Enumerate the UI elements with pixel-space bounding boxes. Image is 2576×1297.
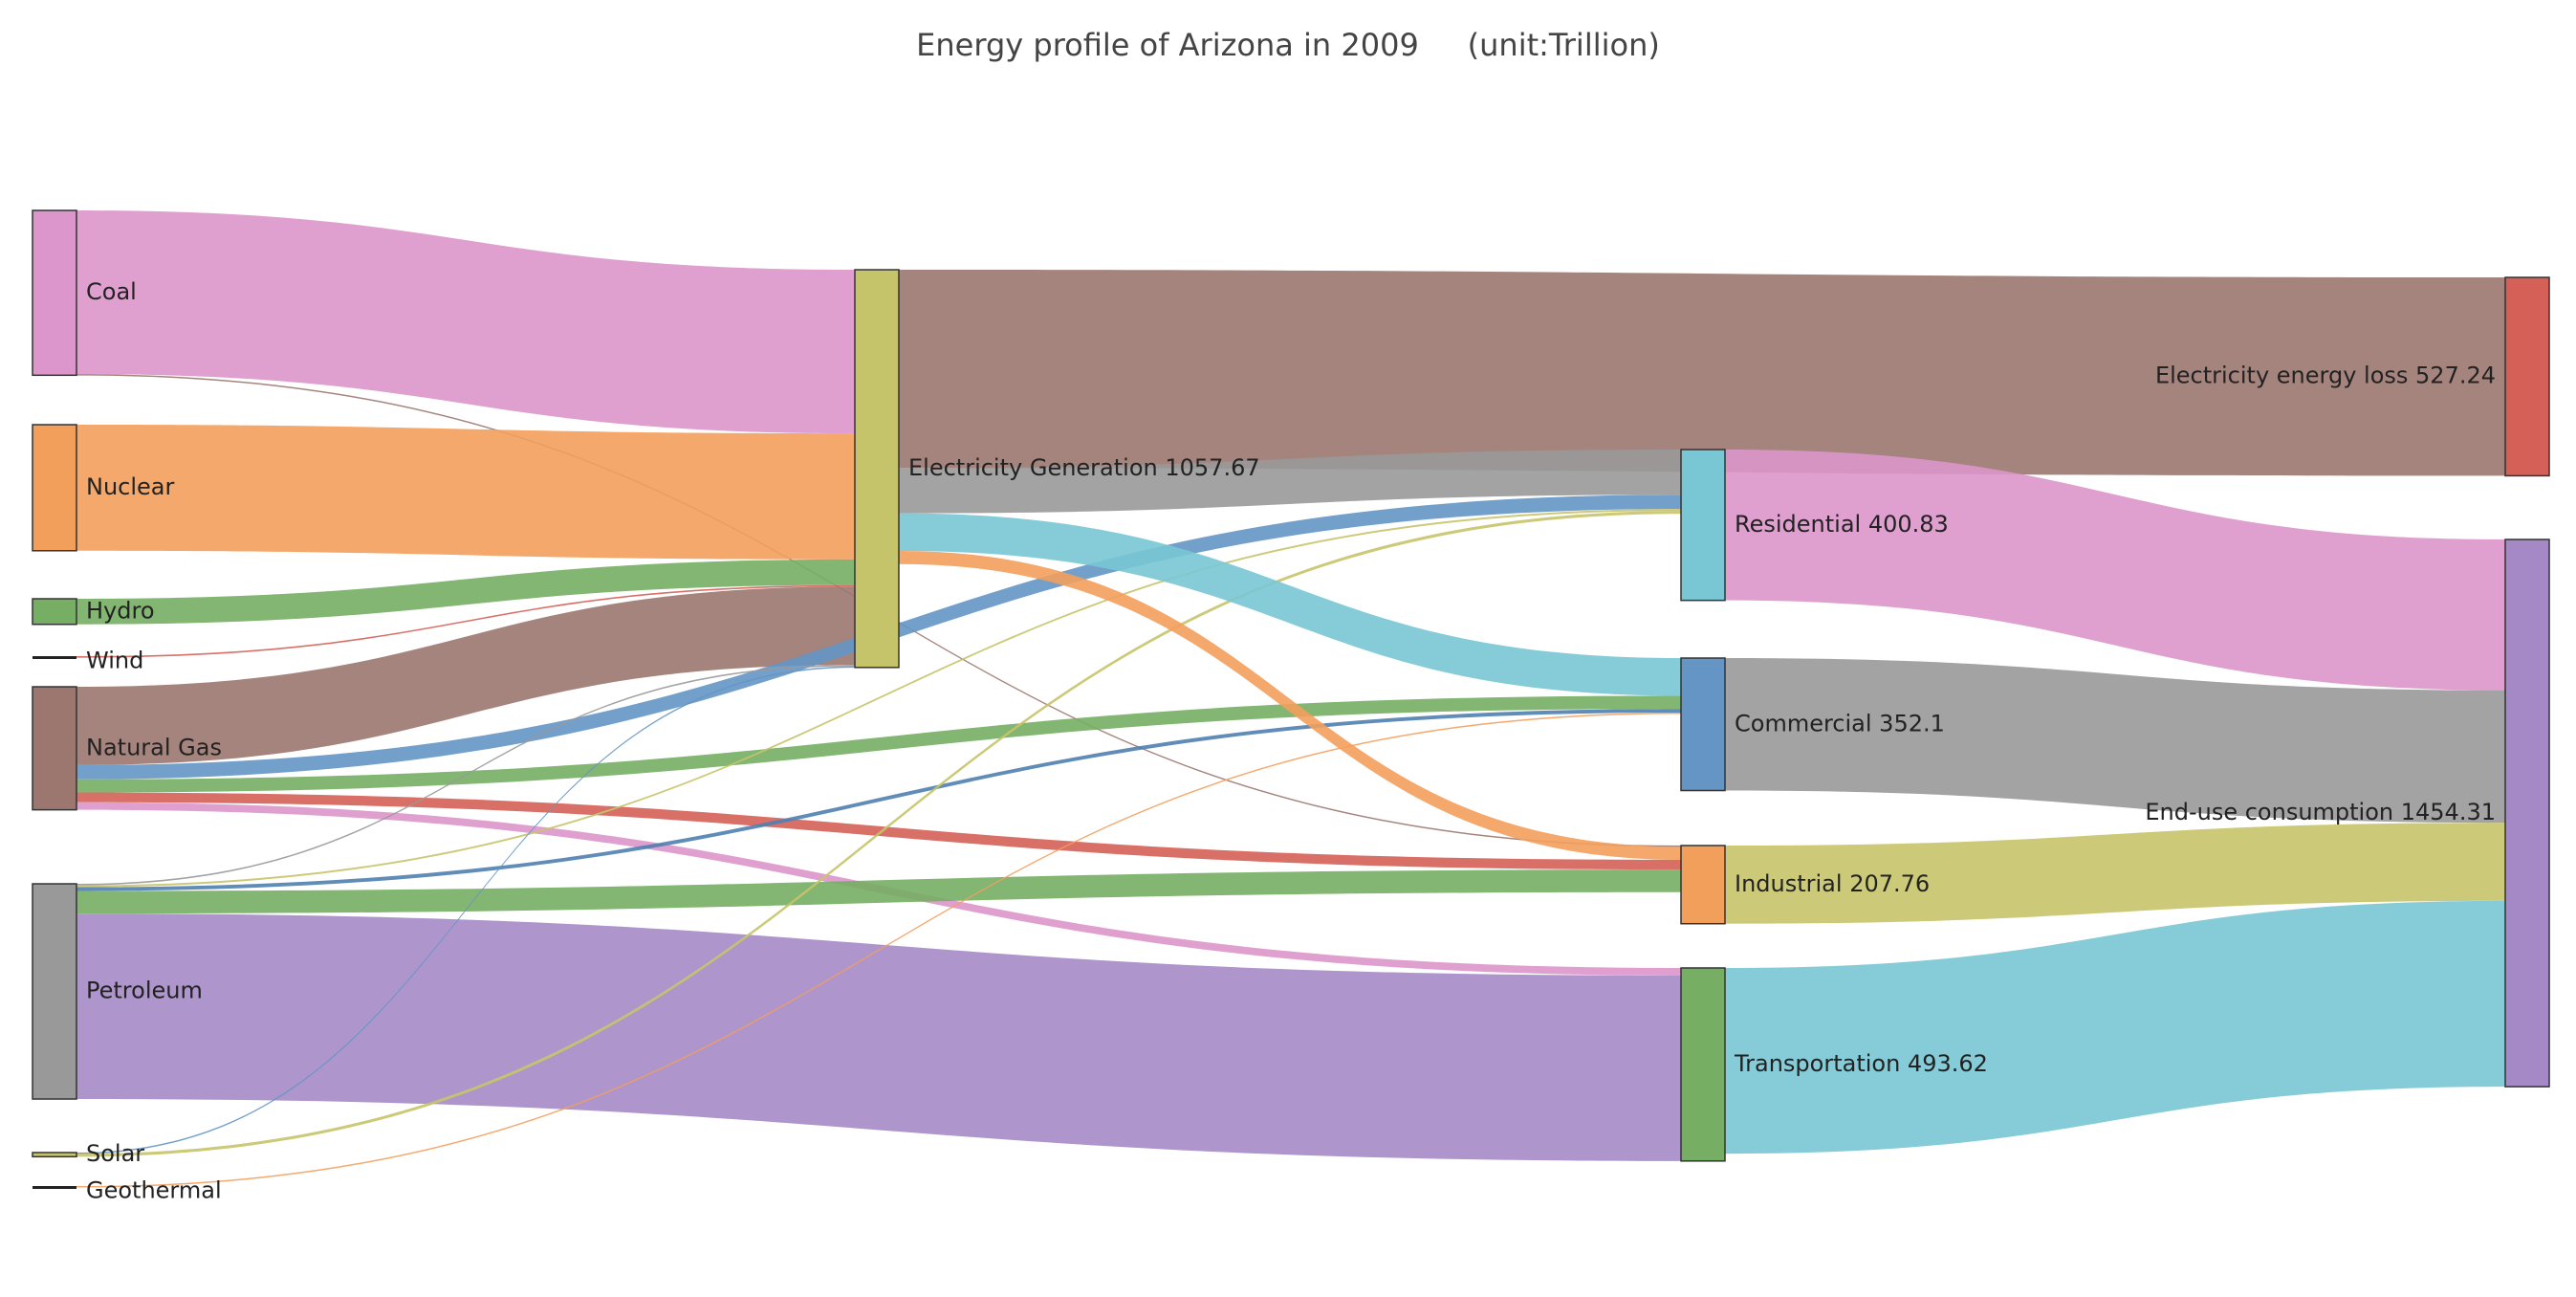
link-petroleum-to-residential[interactable] <box>76 509 1681 888</box>
node-solar[interactable] <box>32 1152 77 1158</box>
link-transport-to-enduse[interactable] <box>1725 900 2505 1154</box>
link-residential-to-enduse[interactable] <box>1725 450 2505 691</box>
link-solar-to-residential[interactable] <box>76 511 1681 1157</box>
node-gas[interactable] <box>32 686 77 811</box>
node-loss[interactable] <box>2504 276 2550 477</box>
node-label-nuclear: Nuclear <box>86 473 175 500</box>
link-petroleum-to-industrial[interactable] <box>76 869 1681 914</box>
link-elec-to-commercial[interactable] <box>899 513 1681 696</box>
chart-title: Energy profile of Arizona in 2009 (unit:… <box>916 27 1660 63</box>
node-label-loss: Electricity energy loss 527.24 <box>2155 363 2496 389</box>
labels-layer: Coal Nuclear Hydro Wind Natural Gas Petroleum… <box>86 278 2496 1203</box>
nodes-layer <box>32 209 2550 1189</box>
link-geothermal-to-commercial[interactable] <box>76 713 1681 1188</box>
node-hydro[interactable] <box>32 598 77 626</box>
node-label-solar: Solar <box>86 1140 144 1167</box>
node-label-gas: Natural Gas <box>86 734 222 760</box>
node-label-elec: Electricity Generation 1057.67 <box>908 454 1260 481</box>
link-elec-to-industrial[interactable] <box>899 550 1681 860</box>
link-solar-to-elec[interactable] <box>76 666 855 1154</box>
node-label-coal: Coal <box>86 278 137 305</box>
node-nuclear[interactable] <box>32 424 77 552</box>
link-petroleum-to-commercial[interactable] <box>76 709 1681 891</box>
node-petroleum[interactable] <box>32 883 77 1100</box>
link-petroleum-to-transport[interactable] <box>76 913 1681 1161</box>
link-hydro-to-elec[interactable] <box>76 559 855 625</box>
node-label-residential: Residential 400.83 <box>1735 511 1949 538</box>
node-label-geothermal: Geothermal <box>86 1177 222 1204</box>
node-label-transport: Transportation 493.62 <box>1734 1050 1988 1077</box>
node-commercial[interactable] <box>1680 657 1726 792</box>
link-commercial-to-enduse[interactable] <box>1725 658 2505 824</box>
node-enduse[interactable] <box>2504 539 2550 1088</box>
links-layer <box>76 210 2505 1188</box>
node-label-enduse: End-use consumption 1454.31 <box>2145 799 2496 825</box>
node-label-industrial: Industrial 207.76 <box>1735 870 1930 897</box>
link-petroleum-to-elec[interactable] <box>76 665 855 886</box>
link-wind-to-elec[interactable] <box>76 584 855 658</box>
link-gas-to-industrial[interactable] <box>76 792 1681 870</box>
node-label-hydro: Hydro <box>86 597 155 624</box>
link-gas-to-elec[interactable] <box>76 586 855 765</box>
node-wind[interactable] <box>33 656 76 659</box>
link-coal-to-elec[interactable] <box>76 210 855 434</box>
link-nuclear-to-elec[interactable] <box>76 425 855 560</box>
node-coal[interactable] <box>32 209 77 377</box>
node-label-wind: Wind <box>86 648 143 674</box>
link-industrial-to-enduse[interactable] <box>1725 823 2505 924</box>
node-label-commercial: Commercial 352.1 <box>1735 710 1945 736</box>
node-transport[interactable] <box>1680 967 1726 1162</box>
link-gas-to-commercial[interactable] <box>76 695 1681 793</box>
node-residential[interactable] <box>1680 449 1726 602</box>
link-elec-to-loss[interactable] <box>899 270 2505 476</box>
node-elec[interactable] <box>854 269 900 669</box>
node-geothermal[interactable] <box>33 1186 76 1189</box>
node-industrial[interactable] <box>1680 845 1726 925</box>
node-label-petroleum: Petroleum <box>86 978 203 1004</box>
link-elec-to-residential[interactable] <box>899 450 1681 514</box>
